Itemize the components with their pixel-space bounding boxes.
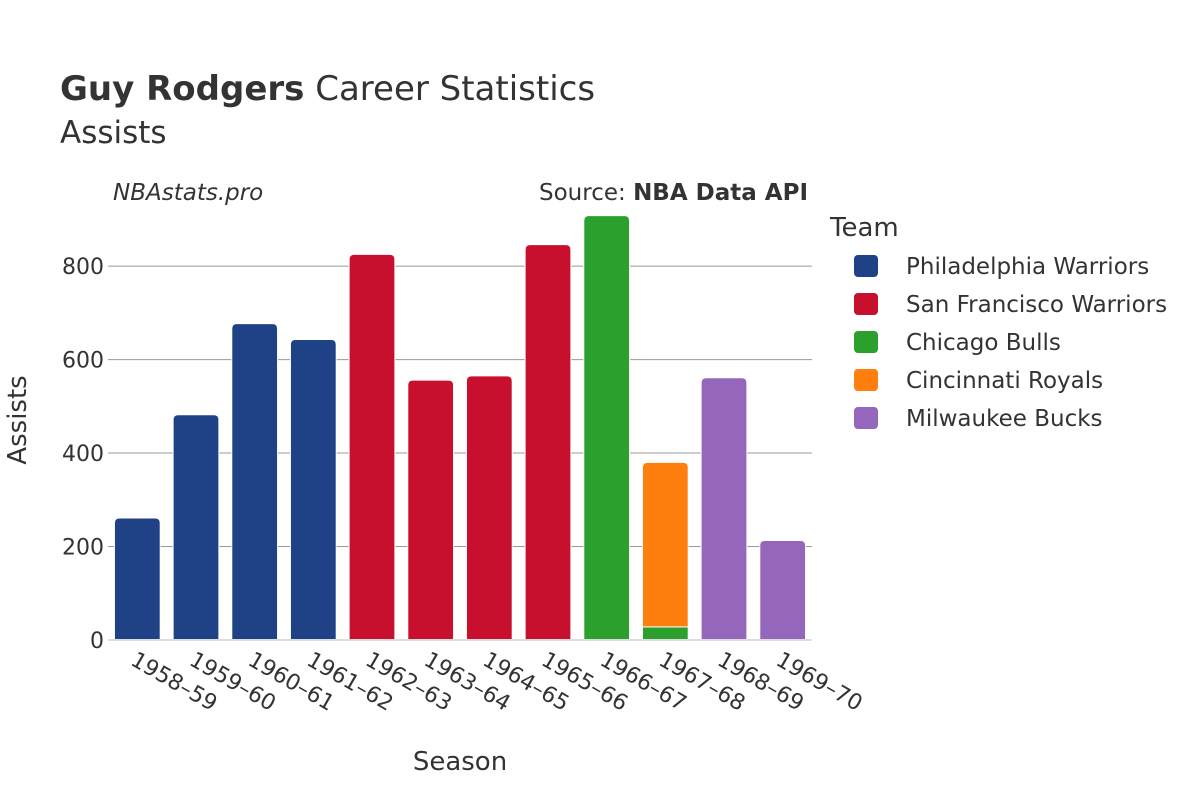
player-name: Guy Rodgers: [60, 69, 304, 109]
y-tick-labels: 0 200 400 600 800: [62, 255, 104, 654]
legend-swatch: [854, 293, 878, 315]
watermark: NBAstats.pro: [113, 180, 263, 206]
source-credit: Source: NBA Data API: [539, 180, 808, 206]
y-tick-label: 200: [62, 536, 104, 561]
gridlines: [108, 265, 812, 548]
bar-san-francisco-warriors-1962–63: [348, 253, 396, 641]
legend-label: Cincinnati Royals: [906, 368, 1103, 394]
legend-item[interactable]: San Francisco Warriors: [854, 292, 1167, 318]
y-axis-title: Assists: [3, 375, 33, 464]
bar-cincinnati-royals-1967–68: [641, 461, 689, 628]
source-name: NBA Data API: [633, 180, 808, 206]
title-rest: Career Statistics: [304, 69, 595, 109]
bar-san-francisco-warriors-1964–65: [465, 375, 513, 641]
bar-san-francisco-warriors-1965–66: [524, 244, 572, 641]
bar-milwaukee-bucks-1969–70: [759, 539, 807, 641]
legend: Philadelphia Warriors San Francisco Warri…: [854, 254, 1167, 432]
legend-swatch: [854, 331, 878, 353]
y-tick-label: 0: [90, 629, 104, 654]
bar-philadelphia-warriors-1959–60: [172, 414, 220, 641]
legend-item[interactable]: Milwaukee Bucks: [854, 406, 1103, 432]
x-tick-labels: 1958–591959–601960–611961–621962–631963–…: [126, 648, 866, 717]
chart-subtitle: Assists: [60, 115, 167, 151]
y-tick-label: 600: [62, 349, 104, 374]
bar-chicago-bulls-1966–67: [583, 215, 631, 641]
chart-title: Guy Rodgers Career Statistics: [60, 69, 595, 109]
bar-philadelphia-warriors-1960–61: [231, 323, 279, 641]
x-axis-title: Season: [413, 747, 507, 777]
bar-philadelphia-warriors-1961–62: [289, 338, 337, 641]
bar-philadelphia-warriors-1958–59: [113, 517, 161, 641]
legend-item[interactable]: Philadelphia Warriors: [854, 254, 1149, 280]
bar-milwaukee-bucks-1968–69: [700, 377, 748, 641]
y-tick-label: 800: [62, 255, 104, 280]
legend-title: Team: [829, 213, 899, 243]
legend-item[interactable]: Chicago Bulls: [854, 330, 1061, 356]
source-prefix: Source:: [539, 180, 633, 206]
legend-swatch: [854, 407, 878, 429]
legend-label: San Francisco Warriors: [906, 292, 1167, 318]
legend-label: Philadelphia Warriors: [906, 254, 1149, 280]
bars: [113, 215, 807, 641]
y-tick-label: 400: [62, 442, 104, 467]
legend-swatch: [854, 255, 878, 277]
bar-san-francisco-warriors-1963–64: [407, 379, 455, 641]
legend-swatch: [854, 369, 878, 391]
legend-label: Chicago Bulls: [906, 330, 1061, 356]
legend-label: Milwaukee Bucks: [906, 406, 1103, 432]
legend-item[interactable]: Cincinnati Royals: [854, 368, 1103, 394]
bar-chicago-bulls-1967–68: [641, 626, 689, 641]
